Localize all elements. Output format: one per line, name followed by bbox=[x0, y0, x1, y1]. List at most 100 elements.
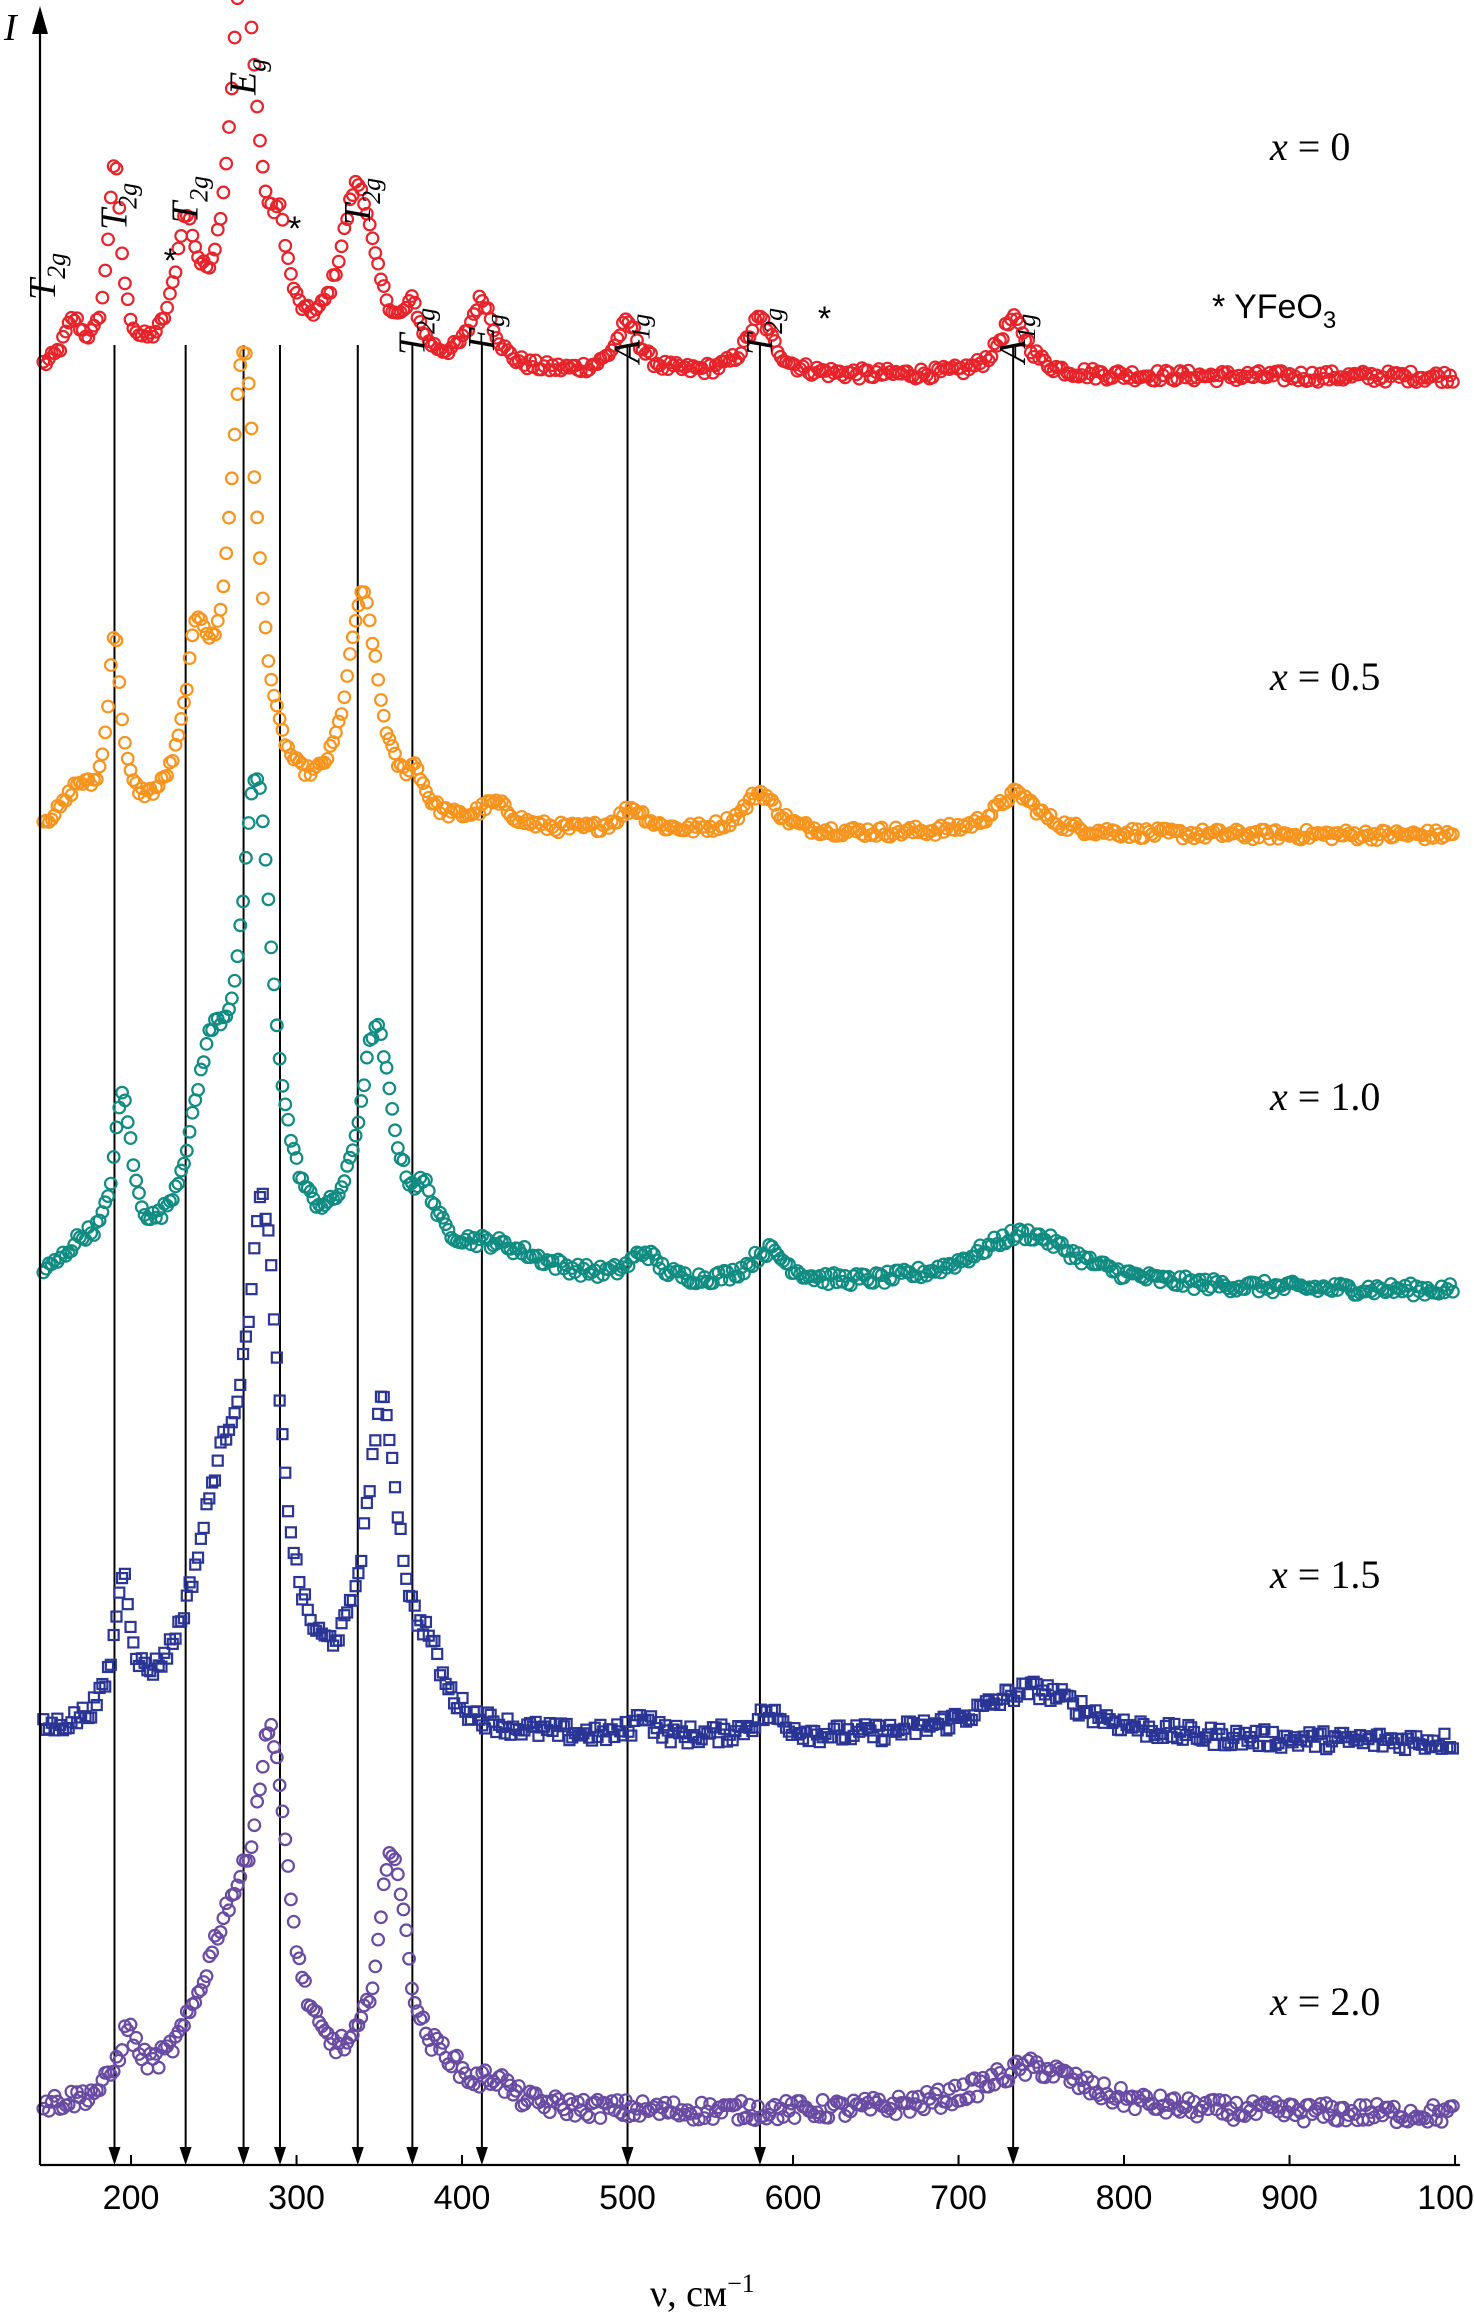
data-point bbox=[196, 1055, 211, 1070]
data-point bbox=[372, 1407, 385, 1420]
data-point bbox=[281, 251, 295, 266]
series-label-3: x = 1.5 bbox=[1269, 1552, 1380, 1597]
data-point bbox=[444, 805, 459, 819]
data-point bbox=[844, 1733, 857, 1746]
data-point bbox=[96, 1677, 109, 1691]
data-point bbox=[124, 1620, 137, 1634]
data-point bbox=[421, 1183, 436, 1198]
data-point bbox=[241, 816, 256, 830]
data-point bbox=[245, 1283, 258, 1296]
data-point bbox=[228, 1407, 241, 1420]
data-point bbox=[495, 794, 509, 809]
data-point bbox=[219, 156, 234, 171]
data-point bbox=[84, 2083, 99, 2098]
data-point bbox=[250, 510, 265, 525]
data-point bbox=[1010, 1690, 1023, 1703]
x-tick-label-5: 700 bbox=[930, 2179, 987, 2217]
legend-note-sub: 3 bbox=[1323, 307, 1336, 334]
peak-label-7: A1g bbox=[607, 314, 656, 366]
data-point bbox=[329, 267, 343, 282]
data-point bbox=[279, 1466, 292, 1479]
series-label-4: x = 2.0 bbox=[1269, 1979, 1380, 2024]
data-point bbox=[92, 310, 107, 325]
data-point bbox=[115, 712, 129, 727]
data-point bbox=[1317, 1725, 1330, 1738]
data-point bbox=[478, 1230, 492, 1245]
data-point bbox=[89, 772, 104, 787]
data-point bbox=[388, 746, 402, 761]
data-point bbox=[408, 1599, 421, 1612]
data-point bbox=[115, 246, 129, 261]
data-point bbox=[642, 1713, 655, 1726]
data-point bbox=[177, 1612, 191, 1625]
data-point bbox=[363, 1485, 376, 1498]
data-point bbox=[253, 1782, 267, 1797]
data-point bbox=[148, 324, 163, 339]
data-point bbox=[238, 850, 253, 865]
data-point bbox=[419, 784, 433, 799]
data-point bbox=[251, 1215, 264, 1228]
data-point bbox=[323, 1189, 338, 1204]
data-point bbox=[366, 1447, 379, 1461]
data-point bbox=[106, 2064, 121, 2079]
data-point bbox=[1314, 1727, 1327, 1740]
data-point bbox=[379, 1863, 394, 1877]
data-point bbox=[383, 1433, 396, 1447]
data-point bbox=[627, 320, 642, 335]
data-point bbox=[374, 693, 388, 707]
data-point bbox=[115, 1085, 129, 1100]
data-point bbox=[368, 1959, 383, 1974]
data-point bbox=[331, 1187, 346, 1202]
data-point bbox=[283, 267, 298, 281]
data-point bbox=[945, 360, 959, 375]
data-point bbox=[134, 1200, 149, 1215]
data-point bbox=[369, 1434, 382, 1447]
data-point bbox=[407, 295, 422, 310]
data-point bbox=[404, 289, 419, 303]
data-point bbox=[486, 323, 501, 338]
data-point bbox=[456, 1691, 469, 1705]
data-point bbox=[261, 892, 276, 907]
data-point bbox=[261, 654, 276, 668]
data-point bbox=[258, 852, 273, 867]
data-point bbox=[419, 327, 433, 342]
data-point bbox=[365, 1981, 380, 1996]
data-point bbox=[248, 1242, 261, 1255]
data-point bbox=[262, 1224, 275, 1237]
data-point bbox=[227, 1886, 242, 1901]
data-point bbox=[161, 1652, 174, 1665]
data-point bbox=[185, 1105, 200, 1120]
data-point bbox=[697, 2111, 712, 2126]
data-point bbox=[706, 1276, 720, 1290]
data-point bbox=[472, 1232, 487, 1247]
data-point bbox=[341, 1606, 354, 1619]
legend-note-yfeo3: * YFeO3 bbox=[1212, 288, 1336, 334]
data-point bbox=[118, 735, 132, 750]
data-point bbox=[359, 1050, 374, 1065]
data-point bbox=[281, 1859, 295, 1873]
data-point bbox=[101, 2065, 115, 2080]
data-point bbox=[1015, 1224, 1030, 1239]
data-point bbox=[470, 1705, 483, 1718]
data-point bbox=[219, 1009, 234, 1024]
data-point bbox=[98, 263, 113, 278]
data-point bbox=[374, 1390, 388, 1403]
peak-arrow-3 bbox=[273, 2147, 286, 2165]
data-point bbox=[407, 1181, 422, 1196]
data-point bbox=[189, 1558, 202, 1571]
data-point bbox=[393, 1887, 408, 1902]
data-point bbox=[767, 797, 782, 812]
data-point bbox=[610, 2093, 625, 2108]
data-point bbox=[241, 1853, 256, 1868]
data-point bbox=[374, 1027, 388, 1042]
data-point bbox=[269, 1750, 284, 1765]
data-point bbox=[154, 1211, 169, 1225]
data-point bbox=[478, 1722, 492, 1735]
data-point bbox=[394, 1522, 407, 1536]
data-point bbox=[160, 768, 175, 783]
data-point bbox=[64, 1244, 79, 1258]
data-point bbox=[1445, 2099, 1460, 2113]
data-point bbox=[191, 1551, 205, 1564]
data-point bbox=[416, 2010, 431, 2025]
data-point bbox=[984, 808, 999, 822]
